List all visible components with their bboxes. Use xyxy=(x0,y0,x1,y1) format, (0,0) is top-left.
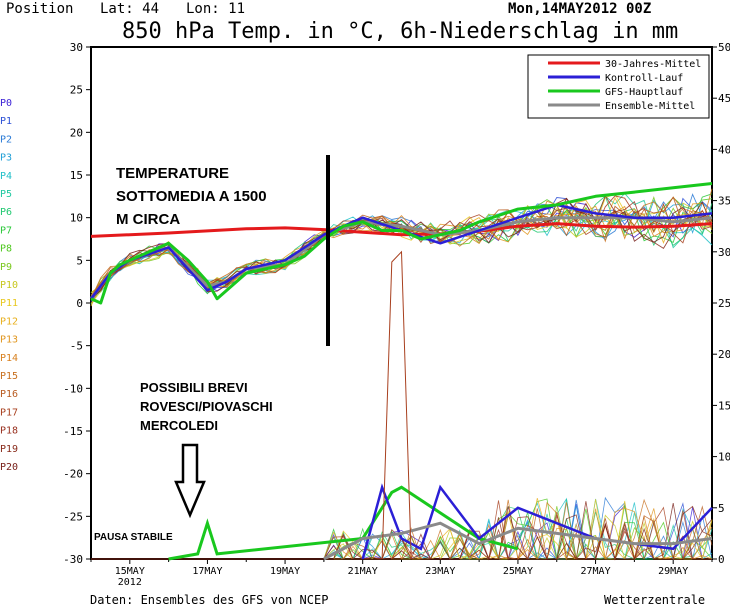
member-label: P16 xyxy=(0,389,18,400)
member-label: P15 xyxy=(0,371,18,382)
legend-label-mean30: 30-Jahres-Mittel xyxy=(605,59,701,70)
ensemble-member-line xyxy=(90,197,713,305)
x-tick-label: 21MAY xyxy=(348,566,378,577)
right-tick-label: 5 xyxy=(718,502,725,515)
left-tick-label: -10 xyxy=(63,382,83,395)
ensemble-member-line xyxy=(90,196,713,294)
rain-note-line-1: POSSIBILI BREVI xyxy=(140,380,248,395)
member-label: P6 xyxy=(0,207,12,218)
member-label: P0 xyxy=(0,98,12,109)
right-tick-label: 20 xyxy=(718,348,730,361)
member-label: P19 xyxy=(0,444,18,455)
legend-label-ensmean: Ensemble-Mittel xyxy=(605,101,695,112)
left-tick-label: -25 xyxy=(63,510,83,523)
ensemble-member-precip-line xyxy=(91,497,713,560)
member-label: P17 xyxy=(0,407,18,418)
left-tick-label: -15 xyxy=(63,425,83,438)
member-label: P13 xyxy=(0,335,18,346)
left-tick-label: 20 xyxy=(70,126,83,139)
member-label: P10 xyxy=(0,280,18,291)
member-labels: P0 P1 P2 P3 P4 P5 P6 P7 P8 P9 P10 P11 P12 P13 P14 P15 P1… xyxy=(0,98,18,473)
x-tick-label: 27MAY xyxy=(581,566,611,577)
down-arrow-icon xyxy=(174,443,206,519)
precip-line-ensemble-mittel xyxy=(323,521,713,561)
left-tick-label: 15 xyxy=(70,169,83,182)
position-label: Position xyxy=(6,1,73,17)
x-tick-label: 2012 xyxy=(118,577,142,588)
member-label: P1 xyxy=(0,116,12,127)
legend-label-gfs: GFS-Hauptlauf xyxy=(605,87,683,98)
run-label: Mon,14MAY2012 00Z xyxy=(508,1,651,17)
member-label: P12 xyxy=(0,316,18,327)
left-tick-label: 25 xyxy=(70,84,83,97)
right-tick-label: 35 xyxy=(718,195,730,208)
right-tick-label: 40 xyxy=(718,143,730,156)
member-label: P4 xyxy=(0,171,12,182)
temp-note-line-3: M CIRCA xyxy=(116,211,180,228)
x-tick-label: 29MAY xyxy=(658,566,688,577)
right-tick-label: 30 xyxy=(718,246,730,259)
member-label: P7 xyxy=(0,225,12,236)
member-label: P11 xyxy=(0,298,18,309)
precip-line-p18 xyxy=(381,250,412,560)
x-tick-label: 17MAY xyxy=(192,566,222,577)
rain-note-line-2: ROVESCI/PIOVASCHI xyxy=(140,399,273,414)
left-tick-label: -30 xyxy=(63,553,83,566)
left-tick-label: 0 xyxy=(76,297,83,310)
left-tick-label: 5 xyxy=(76,254,83,267)
right-tick-label: 0 xyxy=(718,553,725,566)
series-layer xyxy=(89,182,713,561)
legend-label-control: Kontroll-Lauf xyxy=(605,73,683,84)
right-tick-label: 10 xyxy=(718,451,730,464)
member-label: P2 xyxy=(0,134,12,145)
right-tick-label: 25 xyxy=(718,297,730,310)
x-tick-label: 15MAY xyxy=(115,566,145,577)
temp-note-line-1: TEMPERATURE xyxy=(116,165,229,182)
x-tick-label: 19MAY xyxy=(270,566,300,577)
ensemble-member-precip-line xyxy=(91,503,713,560)
right-tick-label: 50 xyxy=(718,41,730,54)
temp-note-line-2: SOTTOMEDIA A 1500 xyxy=(116,188,267,205)
rain-note-line-3: MERCOLEDI xyxy=(140,418,218,433)
temp-line-kontroll-lauf xyxy=(90,203,713,300)
pause-note: PAUSA STABILE xyxy=(94,532,173,543)
x-tick-label: 23MAY xyxy=(425,566,455,577)
member-label: P18 xyxy=(0,426,18,437)
member-label: P8 xyxy=(0,244,12,255)
right-tick-label: 45 xyxy=(718,92,730,105)
left-tick-label: 10 xyxy=(70,212,83,225)
member-label: P9 xyxy=(0,262,12,273)
member-label: P14 xyxy=(0,353,18,364)
left-axis: 30 25 20 15 10 5 0 -5 -10 -15 -20 -25 -30 xyxy=(63,41,91,566)
ensemble-member-line xyxy=(90,198,713,298)
legend: 30-Jahres-Mittel Kontroll-Lauf GFS-Haupt… xyxy=(527,54,710,119)
ensemble-member-line xyxy=(90,197,713,300)
footer-source: Daten: Ensembles des GFS von NCEP xyxy=(90,593,328,607)
lon-label: Lon: 11 xyxy=(186,1,245,17)
ensemble-member-line xyxy=(90,194,713,298)
ensemble-member-precip-line xyxy=(91,496,713,561)
member-label: P20 xyxy=(0,462,18,473)
lat-label: Lat: 44 xyxy=(100,1,159,17)
left-tick-label: -20 xyxy=(63,468,83,481)
member-label: P3 xyxy=(0,153,12,164)
chart-title: 850 hPa Temp. in °C, 6h-Niederschlag in … xyxy=(122,19,678,44)
x-tick-label: 25MAY xyxy=(503,566,533,577)
right-tick-label: 15 xyxy=(718,399,730,412)
temp-line-gfs-hauptlauf xyxy=(90,182,713,305)
ensemble-member-line xyxy=(90,196,713,300)
footer-brand: Wetterzentrale xyxy=(604,593,705,607)
legend-box xyxy=(527,54,710,119)
left-tick-label: 30 xyxy=(70,41,83,54)
left-tick-label: -5 xyxy=(70,340,83,353)
member-label: P5 xyxy=(0,189,12,200)
